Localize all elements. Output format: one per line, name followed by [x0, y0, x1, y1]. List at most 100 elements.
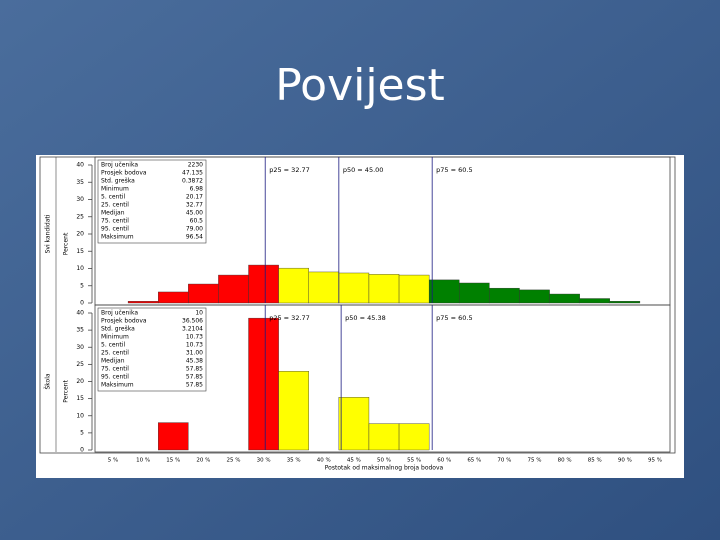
stats-name: 95. centil — [101, 226, 129, 233]
percentile-label: p50 = 45.00 — [343, 166, 384, 174]
y-tick-label: 5 — [80, 429, 84, 436]
y-tick-label: 25 — [76, 361, 84, 368]
bar — [308, 271, 340, 304]
side-label: Svi kandidati — [45, 214, 52, 253]
x-tick-label: 85 % — [588, 458, 602, 464]
x-tick-label: 40 % — [317, 458, 331, 464]
bar — [127, 301, 159, 304]
y-tick-label: 30 — [76, 344, 84, 351]
x-axis-label: Postotak od maksimalnog broja bodova — [325, 465, 444, 472]
percentile-label: p25 = 32.77 — [269, 166, 310, 174]
stats-value: 20.17 — [186, 194, 203, 201]
y-axis-label: Percent — [63, 380, 70, 403]
stats-value: 45.38 — [186, 358, 203, 365]
bar — [188, 283, 219, 304]
stats-name: Broj učenika — [101, 162, 138, 169]
bar — [278, 267, 309, 304]
stats-name: Medijan — [101, 358, 125, 365]
percentile-label: p75 = 60.5 — [436, 166, 472, 174]
stats-name: Prosjek bodova — [101, 170, 147, 177]
y-tick-label: 40 — [76, 310, 84, 317]
stats-value: 96.54 — [186, 234, 203, 241]
x-tick-label: 65 % — [467, 458, 481, 464]
x-tick-label: 75 % — [528, 458, 542, 464]
stats-name: 25. centil — [101, 202, 129, 209]
y-tick-label: 5 — [80, 282, 84, 289]
stats-value: 10.73 — [186, 334, 203, 341]
y-tick-label: 0 — [80, 300, 84, 307]
stats-value: 47.135 — [182, 170, 203, 177]
stats-name: Medijan — [101, 210, 125, 217]
stats-name: Std. greška — [101, 326, 135, 333]
stats-value: 60.5 — [190, 218, 204, 225]
bar — [248, 264, 279, 304]
stats-name: Maksimum — [101, 234, 134, 241]
bar — [609, 301, 641, 304]
percentile-label: p50 = 45.38 — [345, 314, 386, 322]
y-tick-label: 35 — [76, 327, 84, 334]
x-tick-label: 30 % — [257, 458, 271, 464]
bar — [549, 293, 580, 304]
stats-value: 6.98 — [190, 186, 204, 193]
x-tick-label: 80 % — [558, 458, 572, 464]
y-tick-label: 0 — [80, 447, 84, 454]
bar — [158, 422, 189, 451]
x-tick-label: 15 % — [166, 458, 180, 464]
y-tick-label: 10 — [76, 265, 84, 272]
stats-name: 25. centil — [101, 350, 129, 357]
y-tick-label: 25 — [76, 213, 84, 220]
stats-value: 31.00 — [186, 350, 203, 357]
stats-name: Maksimum — [101, 382, 134, 389]
x-tick-label: 25 % — [226, 458, 240, 464]
stats-name: Broj učenika — [101, 310, 138, 317]
stats-name: 5. centil — [101, 194, 125, 201]
stats-name: Std. greška — [101, 178, 135, 185]
x-tick-label: 20 % — [196, 458, 210, 464]
percentile-label: p75 = 60.5 — [436, 314, 472, 322]
y-tick-label: 30 — [76, 196, 84, 203]
x-tick-label: 35 % — [287, 458, 301, 464]
bar — [398, 423, 430, 451]
stats-name: 75. centil — [101, 366, 129, 373]
bar — [459, 282, 490, 304]
x-tick-label: 10 % — [136, 458, 150, 464]
stats-value: 2230 — [188, 162, 203, 169]
stats-value: 3.2104 — [182, 326, 203, 333]
stats-value: 36.506 — [182, 318, 203, 325]
x-tick-label: 50 % — [377, 458, 391, 464]
y-axis-label: Percent — [63, 232, 70, 255]
stats-value: 32.77 — [186, 202, 203, 209]
x-tick-label: 90 % — [618, 458, 632, 464]
stats-name: Prosjek bodova — [101, 318, 147, 325]
bar — [338, 397, 370, 451]
bar — [579, 298, 610, 304]
stats-value: 57.85 — [186, 382, 203, 389]
y-tick-label: 15 — [76, 248, 84, 255]
y-tick-label: 20 — [76, 378, 84, 385]
stats-value: 57.85 — [186, 374, 203, 381]
bar — [278, 371, 309, 451]
x-tick-label: 55 % — [407, 458, 421, 464]
x-tick-label: 60 % — [437, 458, 451, 464]
x-tick-label: 70 % — [497, 458, 511, 464]
stats-value: 10 — [195, 310, 203, 317]
y-tick-label: 15 — [76, 395, 84, 402]
bar — [248, 317, 279, 451]
stats-box — [97, 307, 207, 392]
bar — [368, 274, 400, 304]
side-label: Škola — [45, 373, 52, 389]
bar — [368, 423, 400, 451]
bar — [519, 289, 550, 304]
plot-frame — [94, 304, 671, 453]
y-tick-label: 10 — [76, 412, 84, 419]
x-tick-label: 95 % — [648, 458, 662, 464]
stats-name: 75. centil — [101, 218, 129, 225]
y-tick-label: 40 — [76, 162, 84, 169]
stats-box — [97, 159, 207, 244]
percentile-label: p25 = 32.77 — [269, 314, 310, 322]
bar — [489, 287, 520, 304]
x-tick-label: 5 % — [108, 458, 118, 464]
stats-value: 45.00 — [186, 210, 203, 217]
x-tick-label: 45 % — [347, 458, 361, 464]
